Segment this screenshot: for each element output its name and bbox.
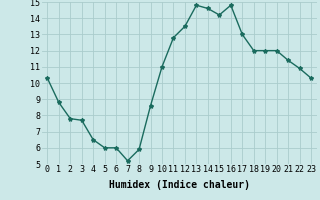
X-axis label: Humidex (Indice chaleur): Humidex (Indice chaleur) bbox=[109, 180, 250, 190]
